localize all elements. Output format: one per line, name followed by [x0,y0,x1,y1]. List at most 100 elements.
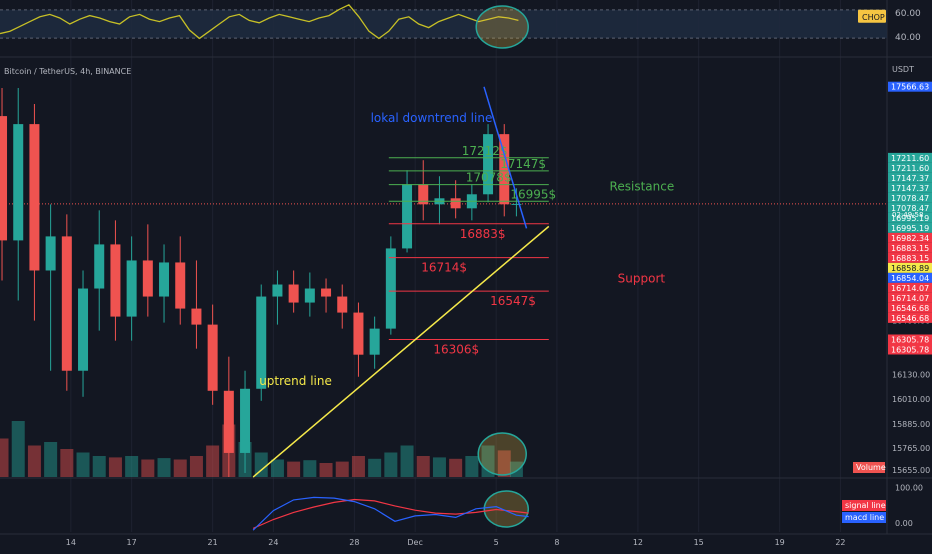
volume-bar [432,457,446,477]
candle-body [110,244,121,317]
volume-bar [189,456,203,477]
candle-body [450,198,461,209]
chop-tick-label: 40.00 [895,33,921,43]
chop-pane: 60.00 40.00 CHOP [0,3,921,43]
candle-body [385,248,396,329]
price-axis-badge [888,182,932,193]
candle-body [337,296,348,313]
price-axis-badge-label: 16995.19 [891,224,929,233]
candle-body [0,116,8,241]
volume-bar [173,459,187,477]
candle-body [321,288,332,297]
candle-body [353,312,364,355]
candle-body [288,284,299,303]
price-axis-badge-label: 16714.07 [891,294,929,303]
highlight-circle [483,490,530,528]
volume-bar [368,458,382,477]
price-tick-label: 15655.00 [892,466,930,475]
price-axis-badge [888,282,932,293]
chop-badge-label: CHOP [862,13,885,22]
price-axis-badge-label: 16546.68 [891,314,929,323]
candle-body [304,288,315,303]
price-axis-badge-label: 16854.04 [891,274,929,283]
macd-legend-label: macd line [845,513,884,522]
highlight-circle [477,432,527,476]
candle-body [142,260,153,297]
price-axis-badge [888,262,932,273]
candle-body [402,184,413,249]
price-tick-label: 16130.00 [892,371,930,380]
zone-label: Support [618,272,666,286]
volume-bar [76,452,90,477]
chop-band [0,9,887,39]
x-tick-label: 15 [694,538,704,547]
level-label: 16714$ [421,261,467,275]
uptrend-trendline [252,225,550,478]
volume-bar [270,459,284,477]
price-axis-badge-label: 17147.37 [891,174,929,183]
price-axis-badge [888,292,932,303]
volume-bar [416,456,430,477]
volume-bar [465,456,479,477]
price-axis-badge [888,312,932,323]
candle-body [61,236,72,371]
volume-bar [497,450,511,477]
price-axis-badge [888,162,932,173]
price-axis-badge-label: 16982.34 [891,234,929,243]
price-axis-badge [888,252,932,263]
volume-bar [400,445,414,477]
price-axis-badge [888,232,932,243]
chop-line [0,3,519,40]
candle-body [418,184,429,205]
candle-body [240,388,251,453]
x-tick-label: 22 [835,538,845,547]
macd-tick-label: 100.00 [895,483,923,492]
candle-body [78,288,89,371]
price-axis-badge-label: 17211.60 [891,154,929,163]
level-label: 16883$ [460,227,506,241]
volume-bar [11,421,25,477]
zone-label: Resistance [610,179,675,193]
macd-series-line [252,498,529,529]
price-axis-badge-label: 17078.47 [891,194,929,203]
downtrend-trendline-label: lokal downtrend line [371,111,493,125]
candle-body [499,134,510,205]
x-tick-label: 21 [208,538,218,547]
price-axis-badge [888,81,932,92]
volume-bar [319,463,333,477]
macd-pane: 100.00 0.00 signal line macd line [252,483,923,531]
x-tick-label: 17 [127,538,137,547]
volume-badge [853,462,885,473]
x-tick-label: Dec [407,538,422,547]
level-label: 17212$ [462,144,508,158]
x-tick-label: 8 [554,538,559,547]
price-axis-badge-label: 17147.37 [891,184,929,193]
volume-badge-label: Volume [856,463,886,472]
macd-legend-label: signal line [845,501,886,510]
candle-body [126,260,137,317]
volume-bar [44,442,58,477]
candle-body [191,308,202,325]
price-axis-badge-label: 16995.19 [891,214,929,223]
level-label: 17147$ [500,157,546,171]
price-tick-label: 15885.00 [892,420,930,429]
axis-layer: 16400.0016130.0016010.0015885.0015765.00… [66,81,932,547]
macd-legend-badge [842,500,886,511]
macd-tick-label: 0.00 [895,519,913,528]
chop-tick-label: 60.00 [895,9,921,19]
volume-bar [449,458,463,477]
currency-label: USDT [892,65,914,74]
price-axis-badge-label: 16305.78 [891,335,929,344]
candle-body [223,390,234,453]
level-label: 16995$ [510,187,556,201]
price-axis-badge [888,152,932,163]
volume-bar [335,461,349,477]
volume-bar [60,449,74,477]
candle-body [45,236,56,271]
price-axis-badge-label: 17078.47 [891,204,929,213]
volume-bar [108,457,122,477]
price-pane: Bitcoin / TetherUS, 4h, BINANCE USDT 17212… [0,5,914,528]
macd-legend-badge [842,512,886,523]
price-axis-badge [888,212,932,223]
